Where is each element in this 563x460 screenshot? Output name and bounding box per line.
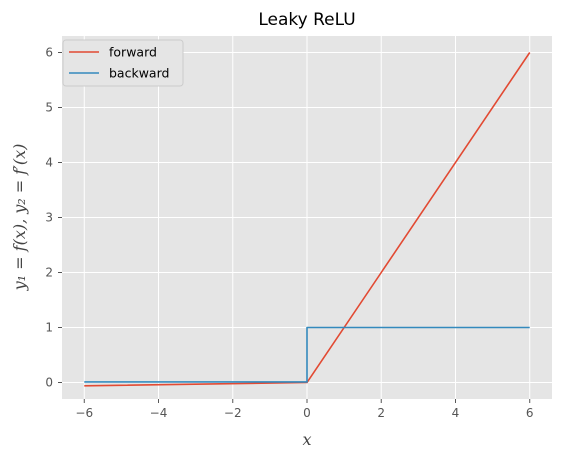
x-tick-label: 6: [526, 406, 534, 420]
x-tick-label: −2: [224, 406, 242, 420]
x-tick-label: 0: [303, 406, 311, 420]
chart-title: Leaky ReLU: [258, 10, 355, 30]
y-tick-label: 4: [45, 156, 53, 170]
legend-label-backward: backward: [109, 66, 169, 81]
series-line-backward: [84, 326, 530, 383]
x-tick-label: −4: [150, 406, 168, 420]
x-tick-label: 2: [377, 406, 385, 420]
y-tick-label: 3: [45, 211, 53, 225]
x-tick-label: 4: [452, 406, 460, 420]
y-tick-label: 6: [45, 46, 53, 60]
legend-label-forward: forward: [109, 45, 157, 60]
y-tick-labels: 0 1 2 3 4 5 6: [45, 46, 62, 390]
legend: forward backward: [62, 39, 184, 87]
y-tick-label: 2: [45, 266, 53, 280]
x-axis-label: x: [302, 430, 311, 449]
series-lines: [84, 52, 531, 387]
x-tick-label: −6: [75, 406, 93, 420]
x-tick-labels: −6 −4 −2 0 2 4 6: [75, 399, 534, 420]
y-tick-label: 1: [45, 321, 53, 335]
y-tick-label: 5: [45, 101, 53, 115]
y-axis-label: y₁ = f(x), y₂ = f′(x): [10, 144, 29, 292]
y-tick-label: 0: [45, 376, 53, 390]
